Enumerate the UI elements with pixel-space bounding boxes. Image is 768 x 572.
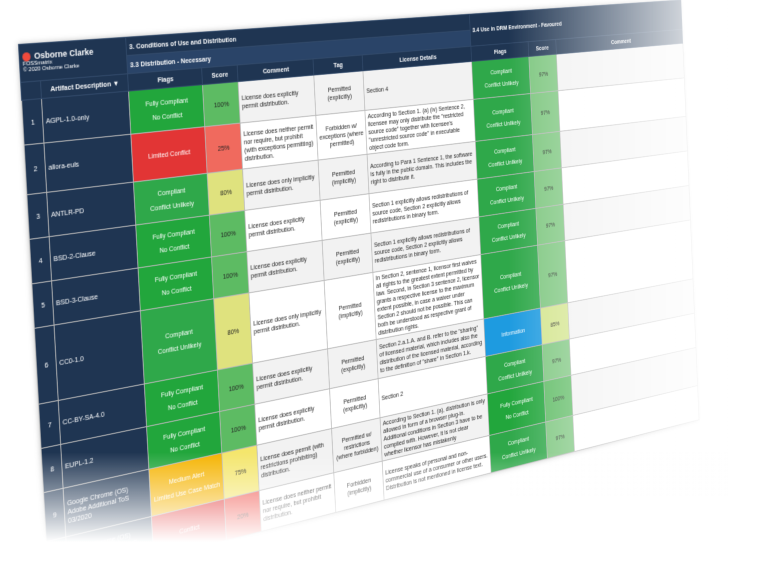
row-number: 4: [29, 236, 52, 284]
row-number: 10: [46, 536, 69, 572]
score: 100%: [543, 375, 573, 422]
row-number: 5: [31, 280, 55, 329]
corner: [20, 80, 42, 101]
score: 25%: [204, 123, 243, 174]
tag: Permitted (explicitly): [313, 70, 365, 116]
score: 97%: [545, 415, 575, 459]
score: 85%: [540, 302, 570, 345]
score: 20%: [224, 490, 262, 541]
row-number: 1: [21, 98, 44, 146]
score: 97%: [542, 339, 572, 382]
spreadsheet: Osborne Clarke FOSSmatrix © 2020 Osborne…: [18, 0, 700, 572]
score: 100%: [202, 81, 241, 127]
tag: Permitted (implicitly): [318, 154, 369, 201]
score: 97%: [528, 54, 559, 94]
row-number: 3: [26, 192, 50, 240]
row-number: 9: [43, 488, 66, 542]
flags: Compliant Conflict Unlikely: [471, 56, 531, 100]
tag: Permitted (implicitly): [324, 272, 377, 349]
flag-label: Limited Conflict: [148, 147, 191, 161]
score: 80%: [207, 169, 245, 216]
score: 80%: [213, 292, 253, 370]
flag-label: Conflict: [179, 521, 200, 536]
matrix-table: Osborne Clarke FOSSmatrix © 2020 Osborne…: [18, 0, 700, 572]
row-number: 8: [41, 444, 64, 493]
score: 100%: [209, 210, 247, 257]
row-number: 7: [38, 400, 61, 449]
flags: Compliant Conflict Unlikely: [473, 93, 533, 142]
score: 97%: [537, 240, 568, 309]
tag: Forbidden w/ exceptions (where permitted…: [315, 110, 368, 161]
flags: Compliant Conflict Unlikely: [480, 245, 541, 319]
score: 97%: [530, 90, 560, 135]
score: 100%: [211, 251, 249, 299]
score: 97%: [532, 131, 562, 172]
score: 97%: [534, 167, 564, 209]
flag-label: Information: [501, 325, 526, 339]
row-number: 2: [24, 143, 47, 195]
score: 97%: [535, 204, 565, 246]
table-body: Osborne Clarke FOSSmatrix © 2020 Osborne…: [18, 0, 700, 572]
